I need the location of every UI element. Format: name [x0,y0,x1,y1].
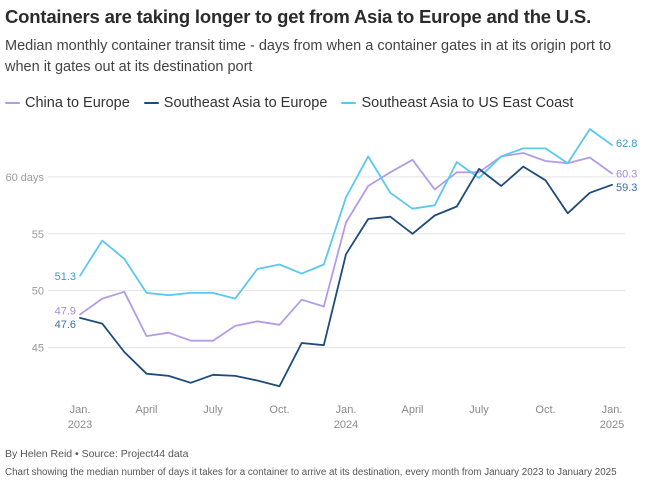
legend-swatch-sea-us [341,102,357,104]
legend-item-china-europe: China to Europe [5,95,130,111]
y-tick-label-45: 45 [32,343,44,355]
legend-item-sea-us: Southeast Asia to US East Coast [341,95,573,111]
series-line-2 [79,128,613,300]
series-end-label-2: 62.8 [616,138,637,150]
x-tick-label-1: April [135,404,157,416]
chart-subtitle: Median monthly container transit time - … [5,38,612,75]
x-tick-year-0: 2023 [68,419,92,431]
legend-label-sea-us: Southeast Asia to US East Coast [361,95,574,111]
x-tick-label-4: Jan. [336,404,357,416]
x-tick-label-3: Oct. [269,404,289,416]
y-tick-label-55: 55 [32,229,44,241]
series-start-label-1: 47.6 [55,319,76,331]
y-tick-label-60: 60 days [5,172,44,184]
y-tick-label-50: 50 [32,286,44,298]
series-start-label-2: 51.3 [55,271,76,283]
x-tick-label-7: Oct. [535,404,555,416]
x-tick-label-8: Jan. [602,404,623,416]
legend-label-china-europe: China to Europe [25,95,130,111]
series-line-0 [79,152,613,342]
legend-item-sea-europe: Southeast Asia to Europe [143,95,328,111]
series-end-label-1: 59.3 [616,182,637,194]
legend-label-sea-europe: Southeast Asia to Europe [163,95,328,111]
chart-caption: Chart showing the median number of days … [5,467,617,478]
x-tick-label-2: July [203,404,223,416]
chart-title: Containers are taking longer to get from… [5,6,592,27]
byline: By Helen Reid • Source: Project44 data [5,448,189,460]
series-end-label-0: 60.3 [616,168,637,180]
x-tick-year-8: 2025 [600,419,624,431]
x-tick-label-5: April [401,404,423,416]
x-tick-label-0: Jan. [70,404,91,416]
series-line-1 [79,165,613,388]
x-tick-year-4: 2024 [334,419,358,431]
legend-swatch-china-europe [5,102,20,104]
series-start-label-0: 47.9 [55,306,76,318]
legend: China to Europe Southeast Asia to Europe… [5,93,587,113]
x-tick-label-6: July [469,404,489,416]
legend-swatch-sea-europe [143,102,159,104]
